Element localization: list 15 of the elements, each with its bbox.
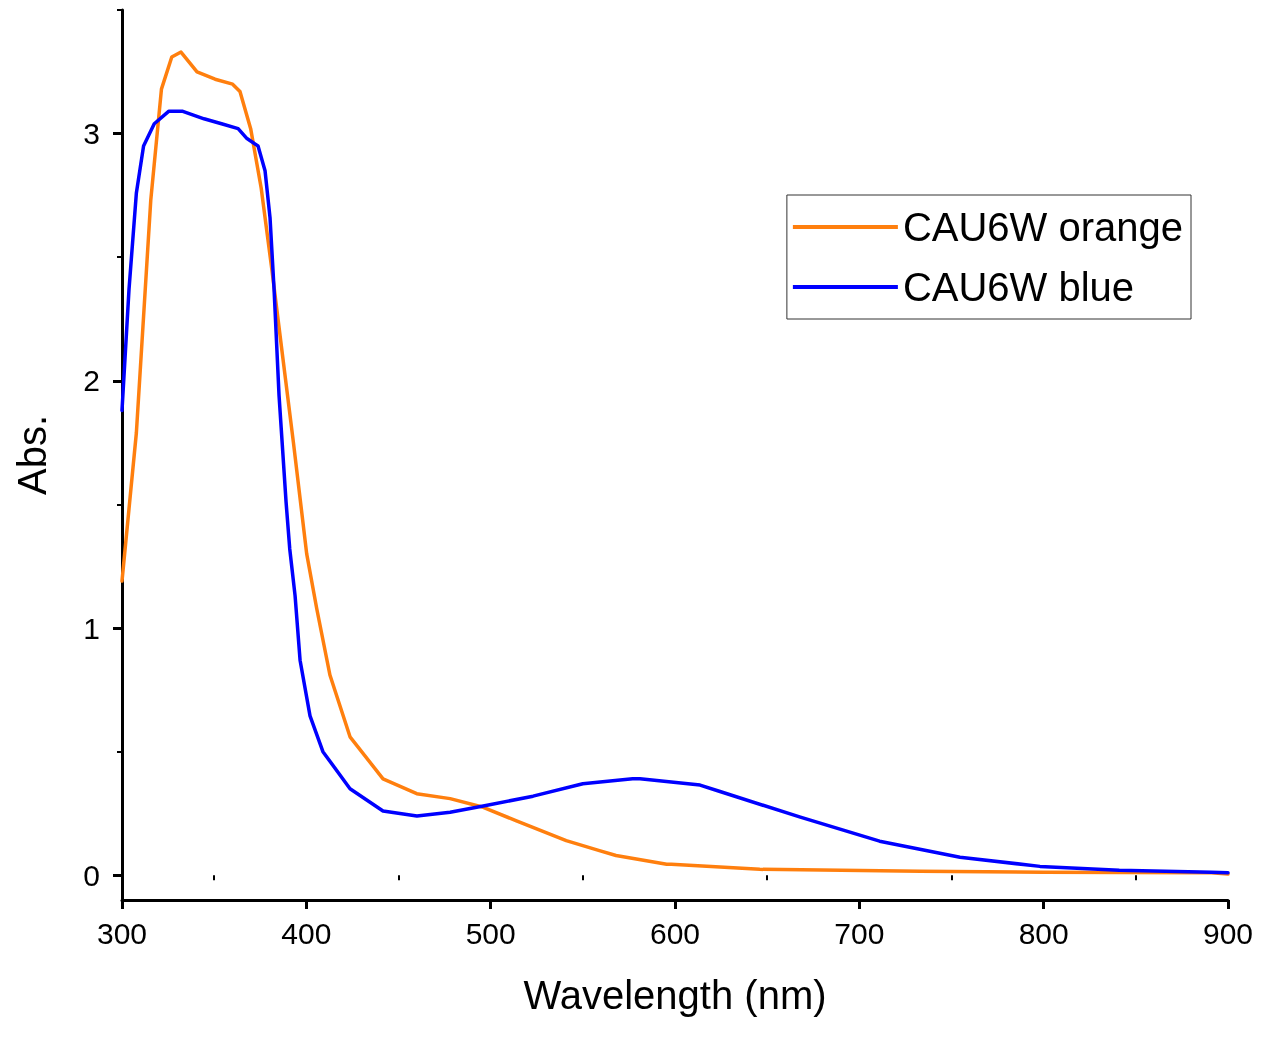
y-axis-title: Abs. [10,414,54,496]
y-tick-label: 3 [83,117,100,151]
x-tick-label: 800 [1018,916,1069,950]
x-tick-label: 600 [649,916,701,950]
x-tick-label: 900 [1202,916,1254,950]
x-axis-title: Wavelength (nm) [523,973,827,1017]
legend-label: CAU6W orange [902,205,1184,249]
x-tick-label: 300 [96,916,148,950]
y-tick-label: 1 [83,611,100,645]
x-tick-label: 700 [834,916,885,950]
x-tick-label: 500 [465,916,516,950]
y-tick-label: 2 [83,364,100,398]
legend-label: CAU6W blue [902,265,1135,309]
y-tick-label: 0 [83,858,100,892]
x-tick-label: 400 [281,916,332,950]
